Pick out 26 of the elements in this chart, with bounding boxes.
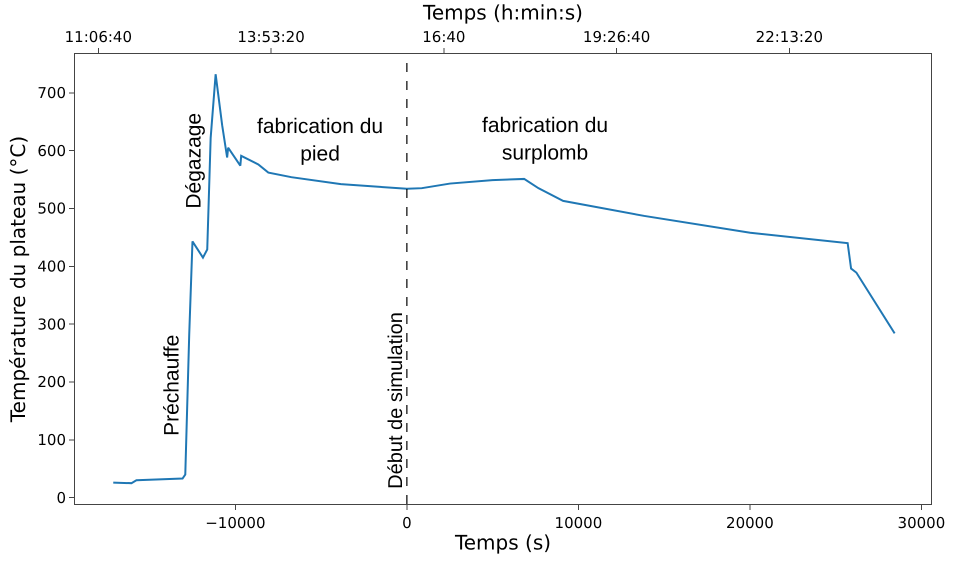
y-tick-label: 0 xyxy=(56,488,66,507)
y-tick-label: 300 xyxy=(37,315,66,334)
x2-axis-title: Temps (h:min:s) xyxy=(422,0,583,24)
y-tick-label: 200 xyxy=(37,373,66,392)
x2-tick-label: 16:40 xyxy=(422,28,466,46)
x-tick-label: 0 xyxy=(402,514,412,532)
x-tick-label: 30000 xyxy=(898,514,946,532)
y-tick-label: 100 xyxy=(37,431,66,450)
x2-tick-label: 19:26:40 xyxy=(582,28,650,46)
x-tick-label: −10000 xyxy=(205,514,266,532)
ref-line-label: Début de simulation xyxy=(384,312,407,489)
annotation: Préchauffe xyxy=(160,334,184,436)
annotation: fabrication du surplomb xyxy=(482,114,608,164)
x-tick-label: 20000 xyxy=(726,514,774,532)
y-axis-title: Température du plateau (°C) xyxy=(6,136,30,424)
x-tick-label: 10000 xyxy=(554,514,602,532)
annotation: Dégazage xyxy=(182,112,206,209)
y-tick-label: 600 xyxy=(37,142,66,160)
x2-tick-label: 13:53:20 xyxy=(237,28,305,46)
x2-tick-label: 11:06:40 xyxy=(64,28,132,46)
x-axis-title: Temps (s) xyxy=(454,530,552,554)
annotation: fabrication du pied xyxy=(257,115,384,166)
y-tick-label: 400 xyxy=(37,258,66,276)
x2-tick-label: 22:13:20 xyxy=(756,28,824,46)
y-tick-label: 700 xyxy=(37,84,66,102)
y-tick-label: 500 xyxy=(37,200,66,218)
